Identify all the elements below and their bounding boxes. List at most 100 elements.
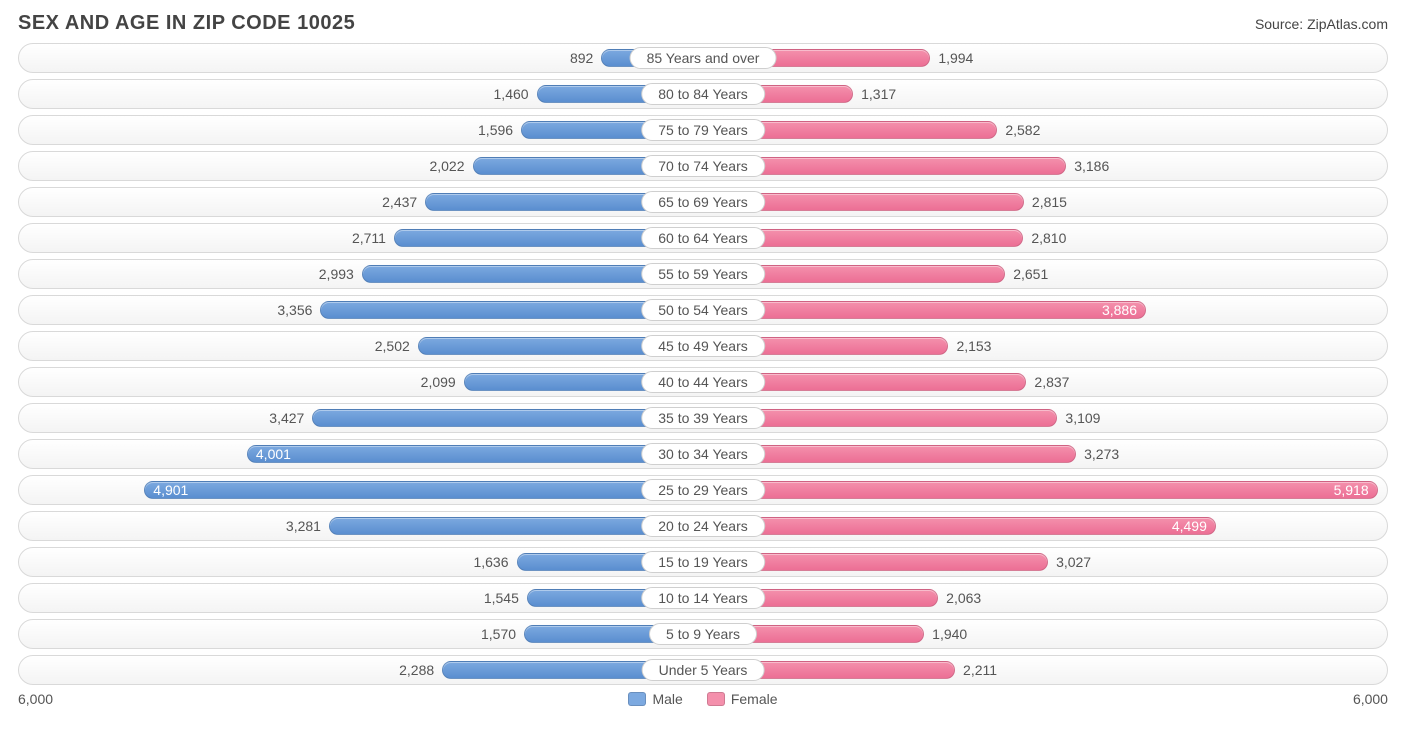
male-value-label: 2,993 xyxy=(311,266,362,282)
female-value-label: 1,940 xyxy=(924,626,975,642)
male-value-label: 2,711 xyxy=(344,230,394,246)
age-row: 4,001 3,273 30 to 34 Years xyxy=(18,439,1388,469)
male-value-label: 1,545 xyxy=(476,590,527,606)
age-category-pill: 80 to 84 Years xyxy=(641,83,765,105)
legend-male: Male xyxy=(628,691,682,707)
age-row: 2,711 2,810 60 to 64 Years xyxy=(18,223,1388,253)
female-value-label: 2,063 xyxy=(938,590,989,606)
age-row: 3,4273,10935 to 39 Years xyxy=(18,403,1388,433)
female-half: 2,582 xyxy=(703,116,1387,144)
female-swatch-icon xyxy=(707,692,725,706)
male-half: 2,437 xyxy=(19,188,703,216)
female-half: 2,063 xyxy=(703,584,1387,612)
male-value-label: 2,288 xyxy=(391,662,442,678)
age-row: 2,993 2,651 55 to 59 Years xyxy=(18,259,1388,289)
female-value-label: 2,810 xyxy=(1023,230,1074,246)
axis-left-label: 6,000 xyxy=(18,691,53,707)
female-half: 4,499 xyxy=(703,512,1387,540)
male-value-label: 892 xyxy=(562,50,601,66)
female-value-label: 1,994 xyxy=(930,50,981,66)
male-value-label: 2,022 xyxy=(421,158,472,174)
age-category-pill: 5 to 9 Years xyxy=(649,623,757,645)
male-value-label: 1,570 xyxy=(473,626,524,642)
male-value-label: 2,437 xyxy=(374,194,425,210)
age-category-pill: 85 Years and over xyxy=(630,47,777,69)
legend: Male Female xyxy=(628,691,777,707)
female-bar: 4,499 xyxy=(703,517,1216,535)
female-value-label: 2,582 xyxy=(997,122,1048,138)
female-half: 3,886 xyxy=(703,296,1387,324)
female-value-label: 2,651 xyxy=(1005,266,1056,282)
age-category-pill: 20 to 24 Years xyxy=(641,515,765,537)
chart-title: SEX AND AGE IN ZIP CODE 10025 xyxy=(18,12,355,35)
female-half: 2,211 xyxy=(703,656,1387,684)
female-value-label: 4,499 xyxy=(1164,518,1215,534)
age-row: 3,281 4,499 20 to 24 Years xyxy=(18,511,1388,541)
male-value-label: 4,901 xyxy=(145,482,196,498)
female-value-label: 5,918 xyxy=(1326,482,1377,498)
female-value-label: 3,027 xyxy=(1048,554,1099,570)
male-value-label: 3,427 xyxy=(261,410,312,426)
female-half: 2,810 xyxy=(703,224,1387,252)
age-category-pill: 50 to 54 Years xyxy=(641,299,765,321)
age-row: 2,502 2,15345 to 49 Years xyxy=(18,331,1388,361)
female-half: 3,273 xyxy=(703,440,1387,468)
male-value-label: 3,281 xyxy=(278,518,329,534)
age-category-pill: 30 to 34 Years xyxy=(641,443,765,465)
age-category-pill: 65 to 69 Years xyxy=(641,191,765,213)
male-half: 3,427 xyxy=(19,404,703,432)
female-value-label: 3,273 xyxy=(1076,446,1127,462)
age-category-pill: 75 to 79 Years xyxy=(641,119,765,141)
male-half: 2,022 xyxy=(19,152,703,180)
male-bar: 4,901 xyxy=(144,481,703,499)
female-half: 3,109 xyxy=(703,404,1387,432)
male-half: 2,288 xyxy=(19,656,703,684)
legend-female: Female xyxy=(707,691,778,707)
age-row: 3,356 3,886 50 to 54 Years xyxy=(18,295,1388,325)
age-row: 1,6363,02715 to 19 Years xyxy=(18,547,1388,577)
male-half: 4,901 xyxy=(19,476,703,504)
female-value-label: 2,815 xyxy=(1024,194,1075,210)
age-category-pill: 40 to 44 Years xyxy=(641,371,765,393)
age-row: 2,0992,83740 to 44 Years xyxy=(18,367,1388,397)
male-half: 2,099 xyxy=(19,368,703,396)
age-category-pill: 70 to 74 Years xyxy=(641,155,765,177)
male-value-label: 1,596 xyxy=(470,122,521,138)
male-value-label: 1,636 xyxy=(465,554,516,570)
age-category-pill: 55 to 59 Years xyxy=(641,263,765,285)
age-category-pill: Under 5 Years xyxy=(642,659,765,681)
male-half: 1,596 xyxy=(19,116,703,144)
age-category-pill: 60 to 64 Years xyxy=(641,227,765,249)
male-half: 3,356 xyxy=(19,296,703,324)
male-half: 1,460 xyxy=(19,80,703,108)
age-row: 4,901 5,918 25 to 29 Years xyxy=(18,475,1388,505)
female-value-label: 3,886 xyxy=(1094,302,1145,318)
female-half: 2,815 xyxy=(703,188,1387,216)
age-category-pill: 25 to 29 Years xyxy=(641,479,765,501)
female-bar: 5,918 xyxy=(703,481,1378,499)
female-value-label: 3,109 xyxy=(1057,410,1108,426)
male-half: 892 xyxy=(19,44,703,72)
axis-row: 6,000 Male Female 6,000 xyxy=(18,691,1388,707)
female-half: 1,317 xyxy=(703,80,1387,108)
male-value-label: 1,460 xyxy=(486,86,537,102)
male-half: 2,502 xyxy=(19,332,703,360)
male-bar: 4,001 xyxy=(247,445,703,463)
female-half: 3,027 xyxy=(703,548,1387,576)
age-category-pill: 45 to 49 Years xyxy=(641,335,765,357)
female-value-label: 1,317 xyxy=(853,86,904,102)
age-row: 1,570 1,940 5 to 9 Years xyxy=(18,619,1388,649)
male-half: 3,281 xyxy=(19,512,703,540)
male-value-label: 2,502 xyxy=(367,338,418,354)
male-value-label: 3,356 xyxy=(269,302,320,318)
male-swatch-icon xyxy=(628,692,646,706)
female-bar: 3,886 xyxy=(703,301,1146,319)
male-value-label: 4,001 xyxy=(248,446,299,462)
female-half: 2,153 xyxy=(703,332,1387,360)
male-half: 1,545 xyxy=(19,584,703,612)
axis-right-label: 6,000 xyxy=(1353,691,1388,707)
female-half: 2,651 xyxy=(703,260,1387,288)
age-row: 2,0223,18670 to 74 Years xyxy=(18,151,1388,181)
chart-header: SEX AND AGE IN ZIP CODE 10025 Source: Zi… xyxy=(18,12,1388,35)
age-row: 892 1,994 85 Years and over xyxy=(18,43,1388,73)
